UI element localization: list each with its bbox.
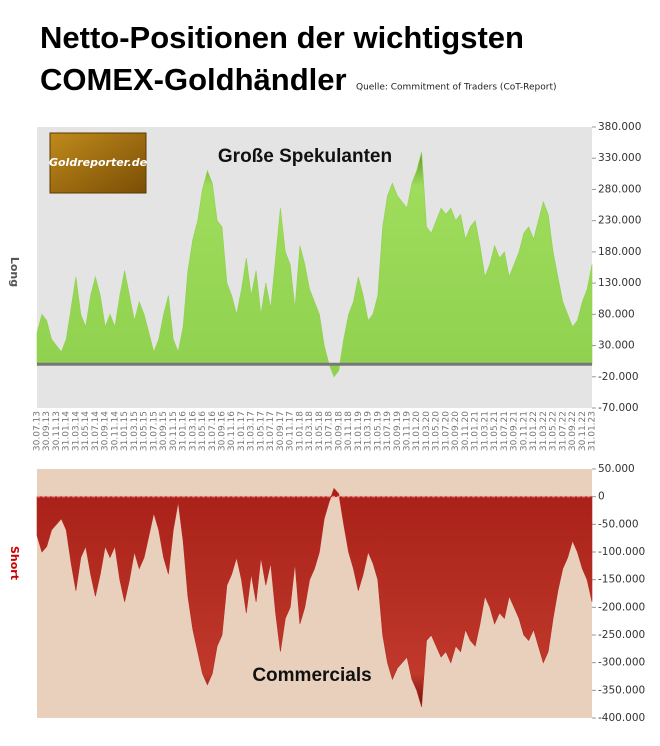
- x-tick-label: 31.05.19: [373, 411, 383, 451]
- logo: Goldreporter.de: [49, 156, 148, 169]
- x-tick-label: 31.05.16: [198, 411, 208, 451]
- x-tick-label: 31.05.15: [140, 411, 150, 451]
- x-tick-label: 31.03.21: [480, 411, 490, 451]
- x-tick-label: 30.09.14: [101, 411, 111, 451]
- x-tick-label: 30.09.17: [276, 411, 286, 451]
- y-tick-label: -200.000: [598, 601, 645, 613]
- y-tick-label: 230.000: [598, 215, 641, 227]
- title-line: COMEX-Goldhändler: [40, 62, 347, 97]
- x-tick-label: 31.07.22: [558, 411, 568, 451]
- y-tick-label: -50.000: [598, 518, 639, 530]
- x-tick-label: 30.11.13: [52, 411, 62, 451]
- y-tick-label: -300.000: [598, 657, 645, 669]
- y-tick-label: -20.000: [598, 371, 639, 383]
- y-tick-label: 80.000: [598, 308, 635, 320]
- y-tick-label: 330.000: [598, 152, 641, 164]
- x-tick-label: 30.09.21: [510, 411, 520, 451]
- x-tick-label: 31.03.18: [305, 411, 315, 451]
- x-tick-label: 31.07.19: [383, 411, 393, 451]
- y-tick-label: 130.000: [598, 277, 641, 289]
- x-tick-label: 31.01.20: [412, 411, 422, 451]
- y-tick-label: -150.000: [598, 574, 645, 586]
- y-tick-label: -400.000: [598, 712, 645, 724]
- x-tick-label: 31.07.18: [325, 411, 335, 451]
- x-tick-label: 31.05.21: [490, 411, 500, 451]
- x-tick-label: 31.05.17: [256, 411, 266, 451]
- x-tick-label: 30.09.15: [159, 411, 169, 451]
- area: [36, 487, 593, 707]
- x-tick-label: 31.01.21: [471, 411, 481, 451]
- x-tick-label: 30.11.16: [227, 411, 237, 451]
- x-tick-label: 31.03.20: [422, 411, 432, 451]
- x-tick-label: 30.11.21: [519, 411, 529, 451]
- annotation: Große Spekulanten: [218, 146, 392, 167]
- x-tick-label: 31.05.14: [81, 411, 91, 451]
- y-tick-label: 0: [598, 491, 605, 503]
- x-tick-label: 31.05.22: [549, 411, 559, 451]
- source: Quelle: Commitment of Traders (CoT-Repor…: [356, 83, 557, 93]
- x-tick-label: 31.07.20: [441, 411, 451, 451]
- area: [36, 151, 593, 378]
- x-tick-label: 31.05.20: [432, 411, 442, 451]
- x-tick-label: 30.09.19: [393, 411, 403, 451]
- x-tick-label: 30.11.20: [461, 411, 471, 451]
- x-tick-label: 31.07.15: [149, 411, 159, 451]
- x-tick-label: 31.03.16: [188, 411, 198, 451]
- y-tick-label: 180.000: [598, 246, 641, 258]
- logo-box: [49, 132, 147, 194]
- x-tick-label: 30.11.22: [578, 411, 588, 451]
- x-tick-label: 31.01.19: [354, 411, 364, 451]
- x-tick-label: 31.05.18: [315, 411, 325, 451]
- x-tick-label: 30.11.17: [286, 411, 296, 451]
- x-tick-label: 31.07.21: [500, 411, 510, 451]
- y-axis-label: Long: [8, 257, 21, 287]
- y-axis-label: Short: [8, 546, 21, 580]
- x-tick-label: 30.11.14: [110, 411, 120, 451]
- x-tick-label: 31.07.14: [91, 411, 101, 451]
- x-tick-label: 31.01.23: [588, 411, 598, 451]
- x-tick-label: 31.07.16: [208, 411, 218, 451]
- y-tick-label: -350.000: [598, 684, 645, 696]
- y-tick-label: 280.000: [598, 183, 641, 195]
- y-tick-label: 30.000: [598, 340, 635, 352]
- x-tick-label: 31.03.19: [364, 411, 374, 451]
- x-tick-label: 30.11.15: [169, 411, 179, 451]
- x-tick-label: 31.03.15: [130, 411, 140, 451]
- title-line: Netto-Positionen der wichtigsten: [40, 20, 524, 55]
- x-tick-label: 30.07.13: [33, 411, 43, 451]
- x-tick-label: 30.09.22: [568, 411, 578, 451]
- x-tick-label: 31.07.17: [266, 411, 276, 451]
- x-tick-label: 31.01.18: [295, 411, 305, 451]
- x-tick-label: 30.09.20: [451, 411, 461, 451]
- y-tick-label: 50.000: [598, 463, 635, 475]
- x-tick-label: 31.01.14: [62, 411, 72, 451]
- x-tick-label: 31.03.14: [71, 411, 81, 451]
- x-tick-label: 31.03.22: [539, 411, 549, 451]
- x-tick-label: 30.11.18: [344, 411, 354, 451]
- x-tick-label: 31.01.15: [120, 411, 130, 451]
- x-tick-label: 30.09.13: [42, 411, 52, 451]
- y-tick-label: -250.000: [598, 629, 645, 641]
- y-tick-label: 380.000: [598, 121, 641, 133]
- x-tick-label: 30.11.19: [403, 411, 413, 451]
- y-tick-label: -100.000: [598, 546, 645, 558]
- x-tick-label: 31.01.22: [529, 411, 539, 451]
- x-tick-label: 31.03.17: [247, 411, 257, 451]
- x-tick-label: 31.01.17: [237, 411, 247, 451]
- x-tick-label: 31.01.16: [179, 411, 189, 451]
- annotation: Commercials: [252, 665, 371, 686]
- x-tick-label: 30.09.18: [334, 411, 344, 451]
- y-tick-label: -70.000: [598, 402, 639, 414]
- x-tick-label: 30.09.16: [218, 411, 228, 451]
